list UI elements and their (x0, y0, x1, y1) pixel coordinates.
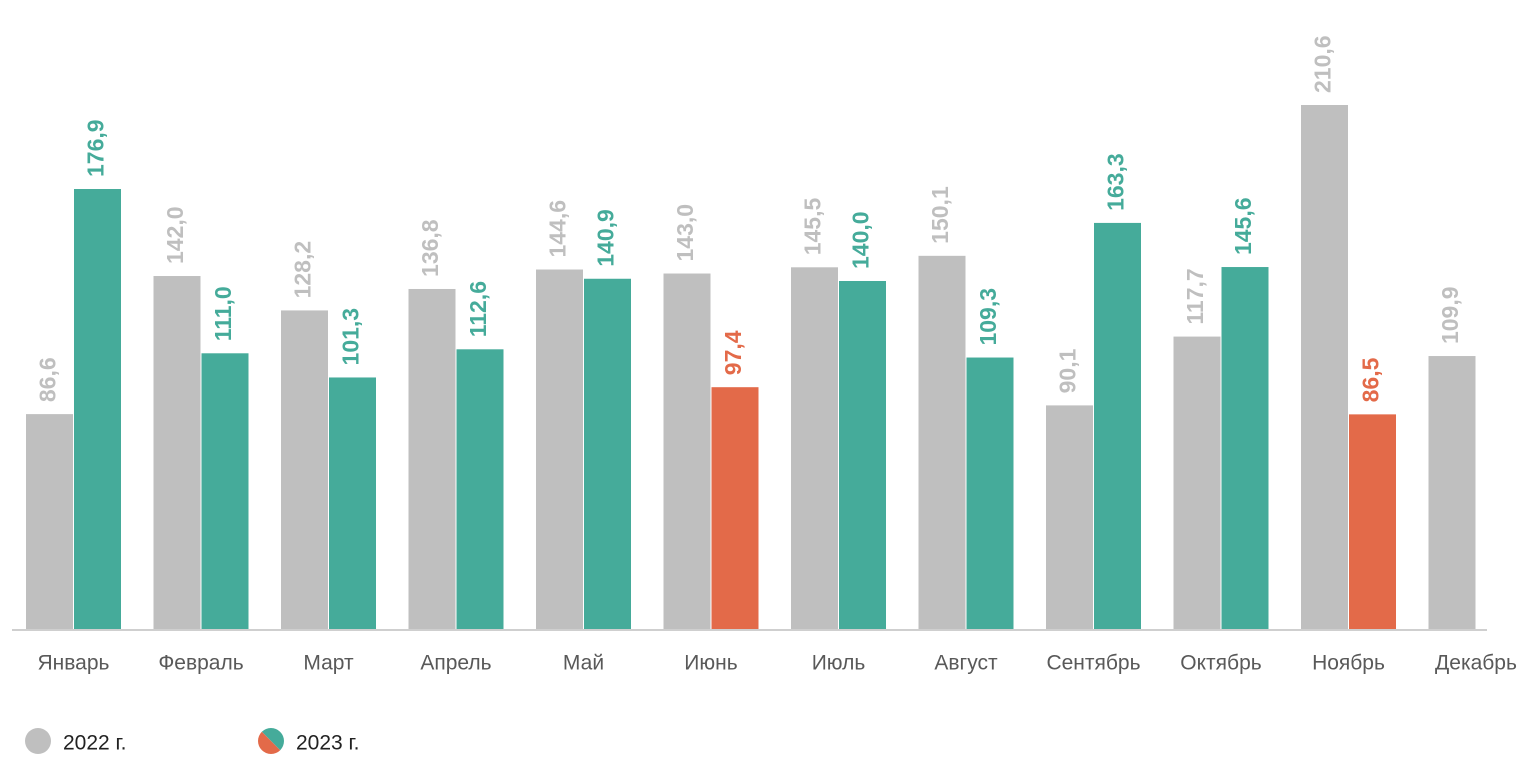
bar (791, 267, 838, 630)
bar (1221, 267, 1269, 630)
bar (408, 288, 456, 630)
value-label: 142,0 (162, 206, 188, 264)
bar (1046, 405, 1093, 630)
bar (153, 276, 201, 630)
value-label: 90,1 (1055, 348, 1081, 393)
value-label: 109,9 (1437, 286, 1463, 344)
value-label: 109,3 (975, 288, 1001, 346)
value-label: 111,0 (210, 286, 236, 341)
x-tick-label: Декабрь (1435, 652, 1517, 675)
bar (456, 349, 504, 630)
value-label: 143,0 (672, 204, 698, 262)
bar (966, 357, 1014, 630)
value-label: 101,3 (338, 308, 364, 366)
x-tick-label: Август (934, 652, 998, 675)
bar (1428, 356, 1476, 630)
value-label: 136,8 (417, 219, 443, 277)
x-tick-label: Июнь (684, 652, 737, 675)
bar (839, 280, 886, 630)
legend-swatch (25, 728, 51, 754)
legend-label: 2022 г. (63, 732, 126, 755)
bar (536, 269, 583, 630)
legend-swatch (258, 731, 281, 754)
legend-item: 2022 г. (25, 728, 126, 755)
value-label: 144,6 (545, 200, 571, 258)
value-label: 176,9 (83, 119, 109, 177)
value-label: 117,7 (1182, 268, 1208, 324)
value-label: 145,6 (1230, 197, 1256, 255)
x-tick-label: Октябрь (1180, 652, 1261, 675)
value-label: 97,4 (720, 330, 746, 375)
x-tick-label: Сентябрь (1046, 652, 1140, 675)
bar (1301, 105, 1348, 630)
bar (711, 387, 759, 630)
bar (281, 310, 328, 630)
bar (1094, 222, 1141, 631)
legend-swatch (261, 728, 284, 751)
x-tick-label: Июль (812, 652, 866, 675)
bar (1349, 414, 1396, 630)
value-label: 86,5 (1358, 357, 1384, 402)
x-tick-label: Ноябрь (1312, 652, 1385, 675)
x-tick-label: Май (563, 652, 604, 675)
bar (1173, 336, 1221, 630)
value-label: 140,9 (593, 209, 619, 267)
x-tick-label: Март (303, 652, 354, 675)
bar (918, 255, 966, 630)
bar (26, 414, 73, 630)
value-label: 140,0 (848, 211, 874, 269)
value-label: 150,1 (927, 186, 953, 244)
value-label: 112,6 (465, 281, 491, 337)
bar (201, 353, 249, 630)
value-label: 210,6 (1310, 35, 1336, 93)
x-tick-label: Январь (38, 652, 110, 675)
legend-item: 2023 г. (258, 728, 359, 755)
value-label: 128,2 (290, 241, 316, 299)
x-tick-label: Апрель (420, 652, 491, 675)
bar (74, 189, 121, 631)
bar (329, 377, 376, 630)
bar (584, 278, 631, 630)
value-label: 163,3 (1103, 153, 1129, 211)
legend-label: 2023 г. (296, 732, 359, 755)
value-label: 86,6 (35, 357, 61, 402)
bar (663, 273, 711, 630)
x-tick-label: Февраль (158, 652, 243, 675)
value-label: 145,5 (800, 198, 826, 256)
